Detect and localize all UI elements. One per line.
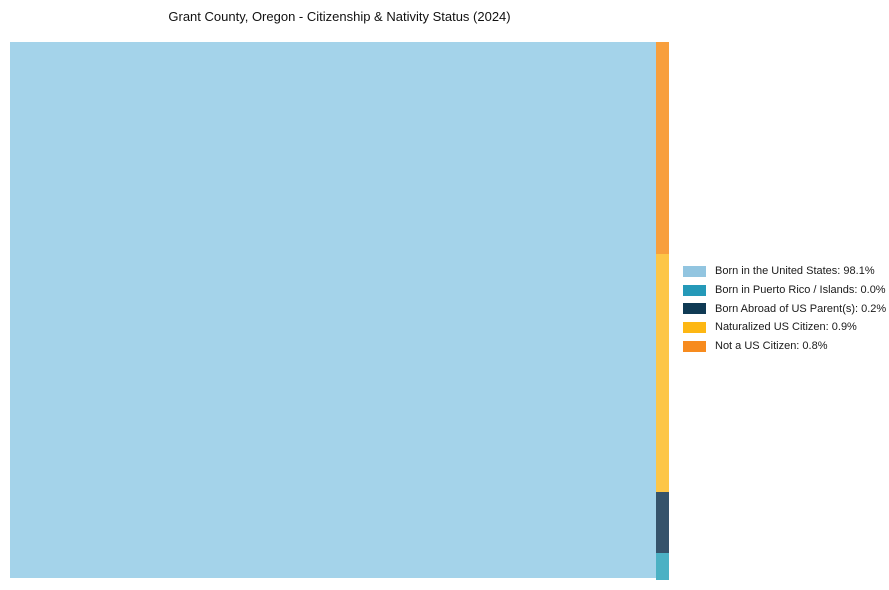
legend-item-born-abroad-of-us-parent-s: Born Abroad of US Parent(s): 0.2%	[683, 299, 886, 318]
legend-item-born-in-the-united-states: Born in the United States: 98.1%	[683, 262, 886, 281]
legend: Born in the United States: 98.1% Born in …	[683, 262, 886, 355]
treemap-block-born-in-puerto-rico-islands	[656, 553, 669, 580]
treemap-block-not-a-us-citizen	[656, 42, 669, 254]
legend-item-born-in-puerto-rico-islands: Born in Puerto Rico / Islands: 0.0%	[683, 281, 886, 300]
legend-swatch-icon	[683, 340, 706, 352]
legend-label: Born Abroad of US Parent(s): 0.2%	[715, 302, 887, 315]
legend-swatch-icon	[683, 321, 706, 333]
legend-label: Not a US Citizen: 0.8%	[715, 340, 828, 353]
treemap-block-naturalized-us-citizen	[656, 254, 669, 492]
legend-swatch-icon	[683, 303, 706, 315]
chart-title: Grant County, Oregon - Citizenship & Nat…	[168, 9, 511, 24]
legend-item-naturalized-us-citizen: Naturalized US Citizen: 0.9%	[683, 318, 886, 337]
legend-swatch-icon	[683, 265, 706, 277]
legend-swatch-icon	[683, 284, 706, 296]
legend-item-not-a-us-citizen: Not a US Citizen: 0.8%	[683, 337, 886, 356]
treemap-block-born-abroad-of-us-parent-s	[656, 492, 669, 553]
legend-label: Born in the United States: 98.1%	[715, 265, 875, 278]
treemap-block-born-in-the-united-states	[10, 42, 656, 578]
legend-label: Born in Puerto Rico / Islands: 0.0%	[715, 284, 886, 297]
legend-label: Naturalized US Citizen: 0.9%	[715, 321, 857, 334]
